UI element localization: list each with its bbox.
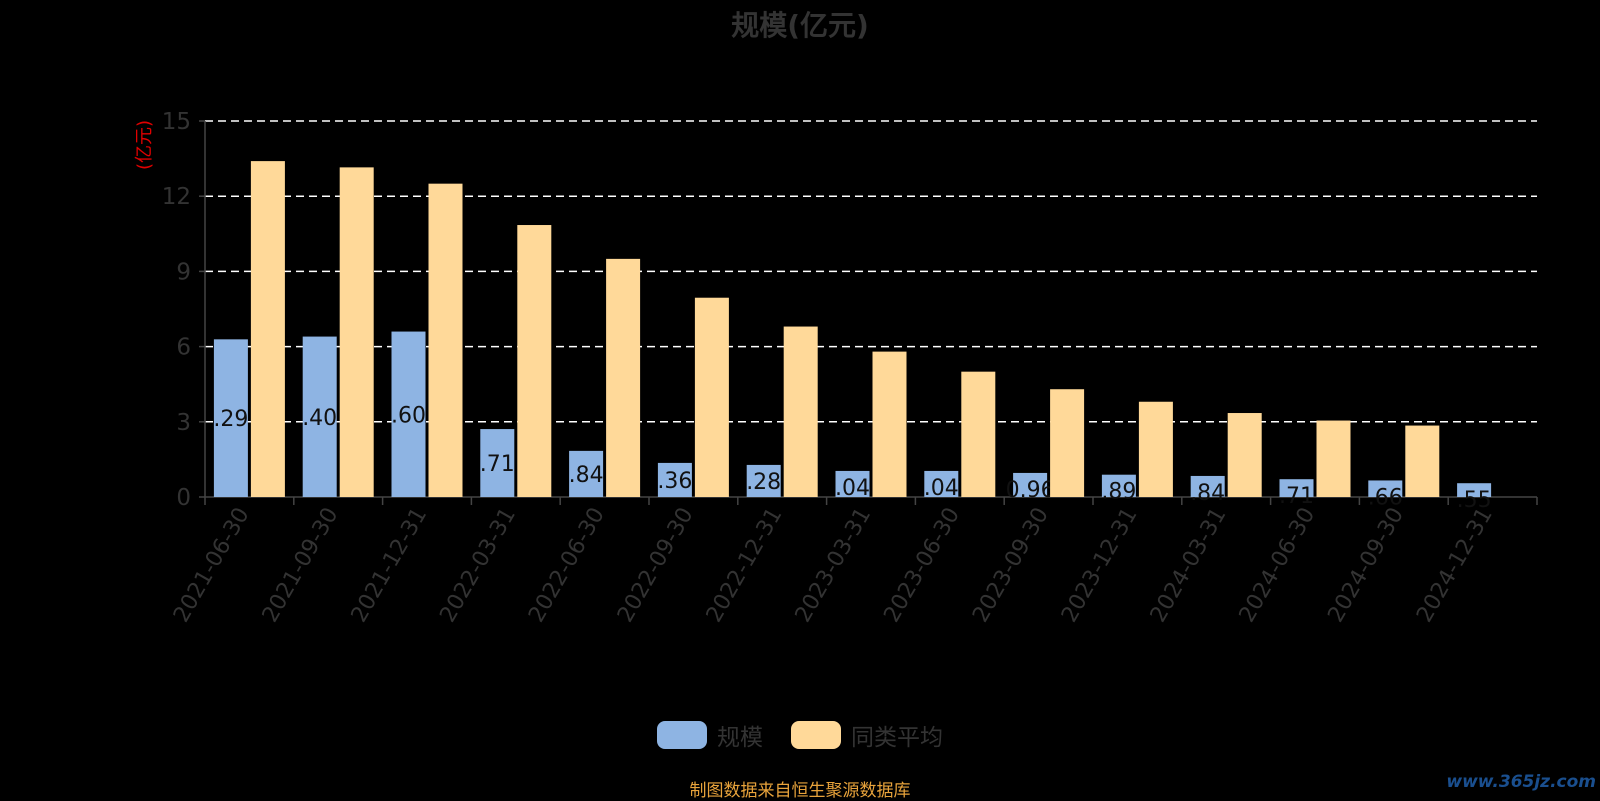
y-tick-label: 0 bbox=[176, 485, 191, 511]
legend-swatch-scale bbox=[657, 721, 707, 749]
bar-peer-average bbox=[517, 225, 552, 497]
bar-scale bbox=[1013, 472, 1048, 497]
data-label-scale: .71 bbox=[1279, 484, 1314, 509]
data-label-scale: .84 bbox=[569, 463, 604, 488]
data-label-scale: .36 bbox=[657, 469, 692, 494]
bar-scale bbox=[657, 462, 692, 497]
y-tick-label: 9 bbox=[176, 259, 191, 285]
legend: 规模 同类平均 bbox=[0, 718, 1600, 752]
bar-peer-average bbox=[1138, 401, 1173, 497]
x-tick-label: 2021-09-30 bbox=[258, 504, 344, 627]
data-label-scale: .55 bbox=[1457, 488, 1492, 513]
legend-item-scale[interactable]: 规模 bbox=[657, 718, 763, 752]
bar-scale bbox=[924, 470, 959, 497]
bar-scale bbox=[746, 464, 781, 497]
bar-peer-average bbox=[1050, 389, 1085, 497]
legend-label-peer-average: 同类平均 bbox=[851, 725, 943, 751]
bar-peer-average bbox=[1227, 413, 1262, 497]
source-note: 制图数据来自恒生聚源数据库 bbox=[689, 781, 911, 801]
y-tick-label: 3 bbox=[176, 410, 191, 436]
y-tick-label: 12 bbox=[162, 184, 191, 210]
x-tick-label: 2022-03-31 bbox=[435, 504, 521, 627]
x-tick-label: 2022-09-30 bbox=[613, 504, 699, 627]
bar-peer-average bbox=[250, 161, 285, 497]
legend-item-peer-average[interactable]: 同类平均 bbox=[791, 718, 943, 752]
x-tick-label: 2022-12-31 bbox=[702, 504, 788, 627]
data-label-scale: .40 bbox=[302, 406, 337, 431]
bar-peer-average bbox=[428, 183, 463, 497]
data-label-scale: .60 bbox=[391, 403, 426, 428]
bar-scale bbox=[1457, 483, 1492, 497]
data-label-scale: .66 bbox=[1368, 485, 1403, 510]
bar-peer-average bbox=[961, 371, 996, 497]
bar-scale bbox=[1190, 475, 1225, 497]
bar-peer-average bbox=[1405, 425, 1440, 497]
x-tick-label: 2022-06-30 bbox=[524, 504, 610, 627]
bar-peer-average bbox=[872, 351, 907, 497]
bar-scale bbox=[1279, 479, 1314, 497]
legend-swatch-peer-average bbox=[791, 721, 841, 749]
y-tick-label: 15 bbox=[162, 109, 191, 135]
data-label-scale: .28 bbox=[746, 470, 781, 495]
bar-scale bbox=[213, 339, 248, 497]
bar-peer-average bbox=[339, 167, 374, 497]
bar-scale bbox=[1101, 474, 1136, 497]
watermark: www.365jz.com bbox=[1446, 772, 1596, 792]
bar-scale bbox=[302, 336, 337, 497]
bar-peer-average bbox=[694, 297, 729, 497]
x-tick-label: 2023-06-30 bbox=[879, 504, 965, 627]
bar-scale bbox=[1368, 480, 1403, 497]
x-tick-label: 2024-03-31 bbox=[1146, 504, 1232, 627]
bar-peer-average bbox=[606, 258, 641, 497]
x-tick-label: 2024-06-30 bbox=[1235, 504, 1321, 627]
data-label-scale: .29 bbox=[213, 407, 248, 432]
data-label-scale: .89 bbox=[1101, 480, 1136, 505]
data-label-scale: .04 bbox=[835, 476, 870, 501]
bar-scale bbox=[835, 470, 870, 497]
x-tick-label: 2021-06-30 bbox=[169, 504, 255, 627]
y-tick-label: 6 bbox=[176, 335, 191, 361]
x-tick-label: 2024-09-30 bbox=[1323, 504, 1409, 627]
bar-scale bbox=[480, 429, 515, 497]
legend-label-scale: 规模 bbox=[717, 725, 763, 751]
chart-title: 规模(亿元) bbox=[731, 9, 869, 42]
data-label-scale: 0.96 bbox=[1006, 478, 1055, 503]
bar-scale bbox=[391, 331, 426, 497]
bar-peer-average bbox=[1316, 420, 1351, 497]
bar-scale bbox=[569, 450, 604, 497]
bar-peer-average bbox=[783, 326, 818, 497]
x-tick-label: 2023-09-30 bbox=[968, 504, 1054, 627]
data-label-scale: .84 bbox=[1190, 481, 1225, 506]
data-label-scale: .04 bbox=[924, 476, 959, 501]
x-tick-label: 2023-12-31 bbox=[1057, 504, 1143, 627]
x-tick-label: 2024-12-31 bbox=[1412, 504, 1498, 627]
x-tick-label: 2021-12-31 bbox=[347, 504, 433, 627]
x-tick-label: 2023-03-31 bbox=[791, 504, 877, 627]
data-label-scale: .71 bbox=[480, 452, 515, 477]
